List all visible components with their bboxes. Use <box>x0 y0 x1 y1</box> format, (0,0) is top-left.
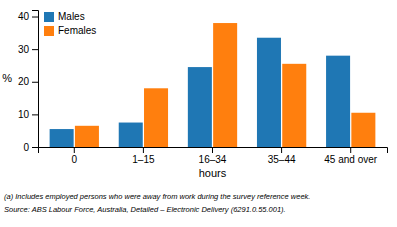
bar-series <box>75 23 375 147</box>
x-tick-mark <box>281 147 282 153</box>
y-axis-line <box>32 11 39 148</box>
y-tick-label: 10 <box>18 109 30 120</box>
bar <box>282 64 306 147</box>
bar-series <box>50 38 350 147</box>
legend-label: Females <box>58 25 96 36</box>
x-tick-label: 1–15 <box>132 154 155 165</box>
y-tick-mark <box>32 114 38 115</box>
y-tick-mark <box>32 147 38 148</box>
x-tick: 1–15 <box>132 147 155 165</box>
y-tick-mark <box>32 17 38 18</box>
y-axis-title: % <box>2 72 12 84</box>
x-tick-mark <box>74 147 75 153</box>
x-tick-mark <box>350 147 351 153</box>
x-tick-label: 16–34 <box>199 154 227 165</box>
bar <box>213 23 237 147</box>
x-tick: 0 <box>72 147 78 165</box>
legend-item: Females <box>44 25 96 36</box>
x-tick-label: 0 <box>72 154 78 165</box>
y-axis: 0 10 20 30 40 <box>18 11 39 153</box>
legend-label: Males <box>58 11 85 22</box>
footnote: (a) Includes employed persons who were a… <box>4 192 310 201</box>
footnote: Source: ABS Labour Force, Australia, Det… <box>4 205 286 214</box>
bar <box>50 129 74 147</box>
x-tick-mark <box>212 147 213 153</box>
y-tick: 40 <box>18 11 38 22</box>
x-tick: 45 and over <box>324 147 377 165</box>
bar <box>351 113 375 147</box>
x-axis: 0 1–15 16–34 35–44 45 and over <box>39 147 388 165</box>
bar <box>326 56 350 147</box>
y-tick-mark <box>32 49 38 50</box>
bars <box>50 23 376 147</box>
x-tick: 35–44 <box>268 147 296 165</box>
bar <box>75 126 99 147</box>
y-tick-label: 40 <box>18 11 30 22</box>
bar <box>188 67 212 147</box>
legend: Males Females <box>44 11 96 36</box>
bar <box>257 38 281 147</box>
legend-item: Males <box>44 11 85 22</box>
bar <box>144 88 168 147</box>
x-tick-label: 35–44 <box>268 154 296 165</box>
y-tick: 30 <box>18 44 38 55</box>
legend-swatch <box>44 26 54 36</box>
y-tick-mark <box>32 82 38 83</box>
x-tick: 16–34 <box>199 147 227 165</box>
chart: 0 10 20 30 40 0 1–15 16–34 35–44 45 and over hours… <box>0 0 397 227</box>
x-tick-label: 45 and over <box>324 154 377 165</box>
x-tick-mark <box>143 147 144 153</box>
legend-swatch <box>44 12 54 22</box>
y-tick-label: 20 <box>18 76 30 87</box>
y-tick-label: 0 <box>23 142 29 153</box>
x-axis-line <box>39 148 388 154</box>
x-axis-title: hours <box>199 167 227 179</box>
y-tick: 10 <box>18 109 38 120</box>
y-tick: 20 <box>18 76 38 87</box>
bar <box>119 123 143 147</box>
y-tick-label: 30 <box>18 44 30 55</box>
y-tick: 0 <box>23 142 38 153</box>
plot: 0 10 20 30 40 0 1–15 16–34 35–44 45 and over hours… <box>2 11 387 180</box>
